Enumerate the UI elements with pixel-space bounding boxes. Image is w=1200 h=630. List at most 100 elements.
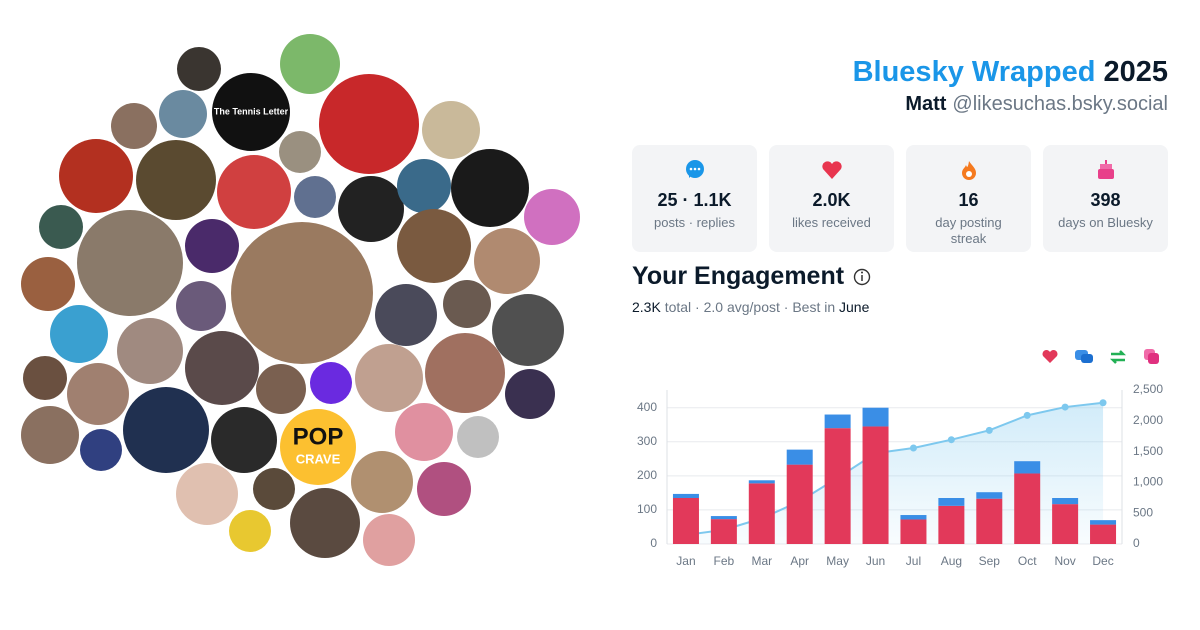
avatar bbox=[23, 356, 67, 400]
legend-quote-2 bbox=[1148, 353, 1159, 364]
avatar bbox=[351, 451, 413, 513]
avatar bbox=[310, 362, 352, 404]
avatar bbox=[210, 71, 292, 153]
avatar bbox=[443, 280, 491, 328]
avatar bbox=[375, 284, 437, 346]
avatar bbox=[177, 47, 221, 91]
line-point bbox=[947, 436, 955, 444]
avatar-logo-text: CRAVE bbox=[296, 451, 341, 466]
stat-label: likes received bbox=[792, 215, 871, 230]
avatar bbox=[77, 210, 183, 316]
avatar bbox=[397, 159, 451, 213]
section-title: Your Engagement bbox=[632, 262, 845, 290]
avatar bbox=[279, 131, 321, 173]
line-point bbox=[1023, 411, 1031, 419]
y2-tick-label: 2,000 bbox=[1133, 413, 1163, 427]
title-brand: Bluesky Wrapped bbox=[852, 56, 1096, 88]
avatar bbox=[185, 219, 239, 273]
avatar bbox=[176, 463, 238, 525]
x-tick-label: Nov bbox=[1054, 554, 1075, 568]
avatar bbox=[67, 363, 129, 425]
y2-tick-label: 1,000 bbox=[1133, 475, 1163, 489]
stat-icon bbox=[1097, 160, 1114, 179]
avatar bbox=[492, 294, 564, 366]
stat-value: 25 · 1.1K bbox=[657, 190, 732, 210]
avatar bbox=[457, 416, 499, 458]
stat-card: 398 days on Bluesky bbox=[1043, 145, 1168, 252]
line-point bbox=[909, 444, 917, 452]
stat-value: 2.0K bbox=[812, 190, 851, 210]
avatar bbox=[21, 406, 79, 464]
x-tick-label: Jan bbox=[676, 554, 695, 568]
bar bbox=[1090, 524, 1117, 544]
avatar bbox=[136, 140, 216, 220]
stat-value: 16 bbox=[958, 190, 979, 210]
avatar bbox=[294, 176, 336, 218]
avatar bbox=[505, 369, 555, 419]
line-point bbox=[985, 426, 993, 434]
legend-reply-2 bbox=[1081, 354, 1093, 363]
bar bbox=[862, 407, 889, 427]
bar bbox=[748, 480, 775, 484]
bar bbox=[672, 498, 699, 544]
bar bbox=[976, 492, 1003, 499]
avatar bbox=[59, 139, 133, 213]
title-year: 2025 bbox=[1103, 56, 1168, 88]
avatar-logo-text: The Tennis Letter bbox=[214, 106, 289, 116]
line-point bbox=[1061, 403, 1069, 411]
summary: total · 2.0 avg/post · Best in bbox=[664, 299, 836, 315]
y-tick-label: 100 bbox=[637, 502, 657, 516]
avatar bbox=[39, 205, 83, 249]
user: Matt @likesuchas.bsky.social bbox=[853, 93, 1168, 116]
avatar bbox=[50, 305, 108, 363]
legend-icons bbox=[1042, 349, 1159, 364]
avatar bbox=[80, 429, 122, 471]
bar bbox=[824, 414, 851, 429]
bar bbox=[900, 519, 927, 544]
bar bbox=[786, 464, 813, 544]
x-tick-label: May bbox=[826, 554, 849, 568]
y-tick-label: 400 bbox=[637, 400, 657, 414]
avatar bbox=[117, 318, 183, 384]
avatar bbox=[451, 149, 529, 227]
avatar bbox=[111, 103, 157, 149]
avatar bbox=[231, 222, 373, 364]
stat-icon bbox=[961, 161, 976, 180]
stat-label: day posting streak bbox=[935, 215, 1002, 246]
bar bbox=[824, 428, 851, 544]
avatar bbox=[280, 34, 340, 94]
bar bbox=[938, 505, 965, 544]
avatar bbox=[21, 257, 75, 311]
avatar bbox=[217, 155, 291, 229]
avatar bbox=[397, 209, 471, 283]
avatar bbox=[176, 281, 226, 331]
x-tick-label: Apr bbox=[790, 554, 809, 568]
line-point bbox=[1099, 399, 1107, 407]
stat-icon bbox=[821, 161, 842, 179]
stat-card: 16 day posting streak bbox=[906, 145, 1031, 252]
info-icon bbox=[853, 268, 871, 286]
avatar bbox=[355, 344, 423, 412]
avatar bbox=[253, 468, 295, 510]
avatar bbox=[159, 90, 207, 138]
best-month: June bbox=[839, 299, 870, 315]
avatar bbox=[185, 331, 259, 405]
avatar bbox=[123, 387, 209, 473]
x-tick-label: Aug bbox=[941, 554, 962, 568]
legend-repost bbox=[1109, 350, 1127, 364]
y2-tick-label: 0 bbox=[1133, 536, 1140, 550]
bar bbox=[1014, 473, 1041, 544]
header: Bluesky Wrapped 2025 Matt @likesuchas.bsk… bbox=[853, 56, 1168, 116]
y-tick-label: 200 bbox=[637, 468, 657, 482]
avatar-logo-text: POP bbox=[293, 423, 344, 450]
bar bbox=[710, 519, 737, 544]
bar bbox=[786, 449, 813, 465]
x-tick-label: Sep bbox=[979, 554, 1001, 568]
info-icon-dot bbox=[861, 271, 863, 274]
avatar bbox=[211, 407, 277, 473]
avatar bbox=[422, 101, 480, 159]
bar bbox=[672, 493, 699, 499]
bar bbox=[1090, 520, 1117, 525]
